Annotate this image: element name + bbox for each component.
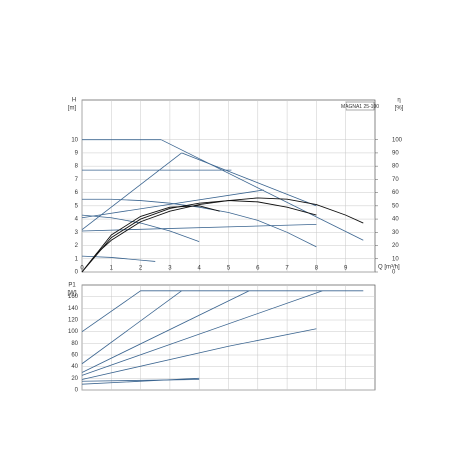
y2-tick-label: 80 [392,164,399,170]
y-label: H [72,98,76,104]
curve [81,197,364,273]
y2-tick-label: 10 [392,256,399,262]
y-tick-label: 0 [75,388,79,394]
p-unit: [W] [68,291,77,297]
y-tick-label: 20 [71,376,78,382]
y2-tick-label: 90 [392,151,399,157]
y2-tick-label: 70 [392,177,399,183]
curve [81,290,323,376]
y-tick-label: 120 [68,318,79,324]
y-tick-label: 2 [75,243,79,249]
y-tick-label: 1 [75,256,79,262]
y-tick-label: 4 [75,217,79,223]
y2-tick-label: 0 [392,270,396,276]
x-tick-label: 3 [168,266,172,272]
y2-tick-label: 60 [392,190,399,196]
curve [82,198,317,248]
curve [81,223,317,232]
curve [81,328,317,380]
y2-tick-label: 20 [392,243,399,249]
curve [81,290,364,332]
x-tick-label: 2 [139,266,143,272]
y-tick-label: 8 [75,164,79,170]
y2-tick-label: 30 [392,230,399,236]
curve [81,255,156,262]
x-tick-label: 1 [110,266,114,272]
curve [81,377,200,385]
y2-tick-label: 40 [392,217,399,223]
y-tick-label: 60 [71,353,78,359]
title-box [345,101,375,111]
y2-unit: [%] [395,106,404,112]
x-tick-label: 0 [80,266,84,272]
y-tick-label: 160 [68,294,79,300]
y2-tick-label: 50 [392,203,399,209]
y-unit: [m] [68,106,77,112]
y-tick-label: 0 [75,270,79,276]
y-tick-label: 100 [68,329,79,335]
y-tick-label: 5 [75,203,79,209]
x-tick-label: 5 [227,266,231,272]
curve [81,290,250,373]
y-tick-label: 10 [71,137,78,143]
x-tick-label: 8 [315,266,319,272]
x-tick-label: 4 [198,266,202,272]
y-tick-label: 7 [75,177,79,183]
chart-title: MAGNA1 25-100 [341,104,379,110]
x-label: Q [m³/h] [378,265,400,271]
y-tick-label: 140 [68,306,79,312]
y-tick-label: 6 [75,190,79,196]
curve [81,205,220,273]
curve [81,379,200,382]
curve [81,214,200,242]
y-tick-label: 40 [71,364,78,370]
y-tick-label: 9 [75,151,79,157]
x-tick-label: 6 [256,266,260,272]
x-tick-label: 9 [344,266,348,272]
y-tick-label: 3 [75,230,79,236]
curve [81,290,182,365]
y-tick-label: 80 [71,341,78,347]
y2-label: η [397,98,400,104]
x-tick-label: 7 [285,266,289,272]
curve [81,152,182,230]
curve [181,152,317,207]
p-label: P1 [68,283,76,289]
y2-tick-label: 100 [392,137,403,143]
curve [81,200,317,273]
